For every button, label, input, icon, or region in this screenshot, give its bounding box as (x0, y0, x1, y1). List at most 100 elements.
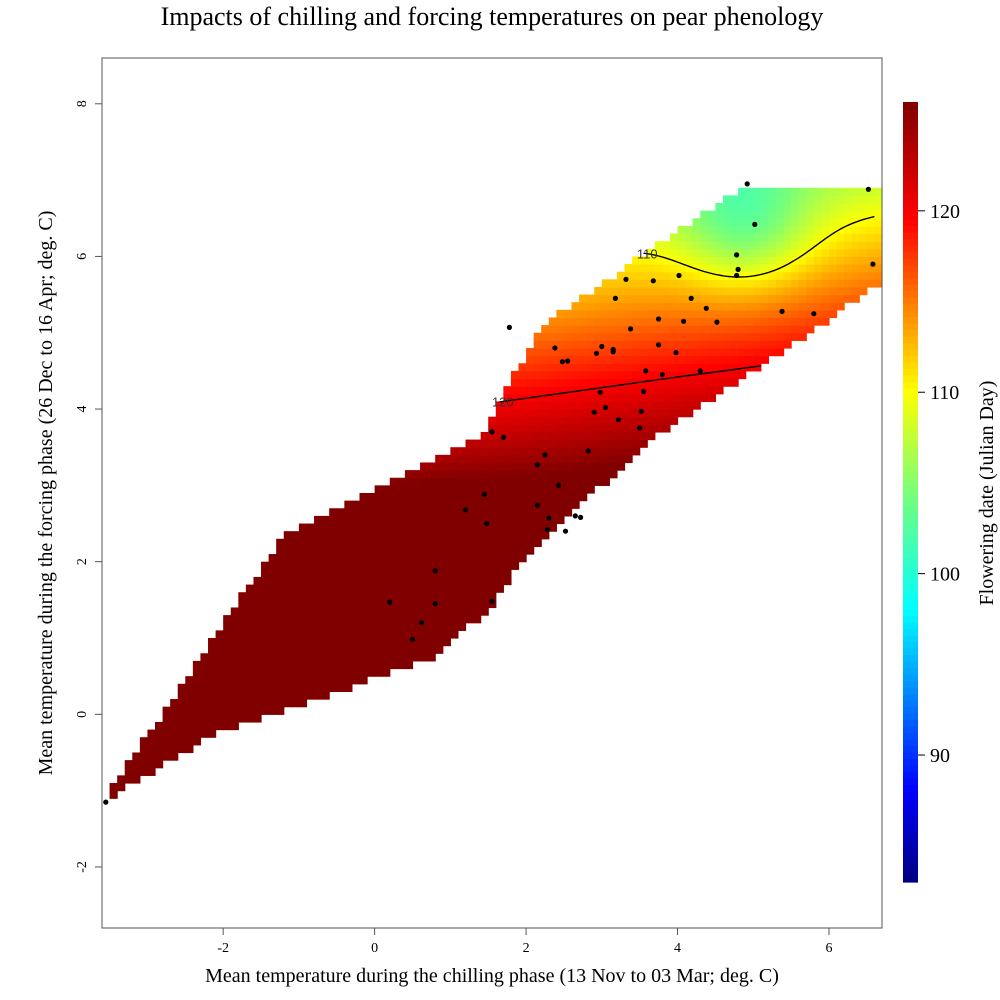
colorbar-segment (903, 330, 918, 337)
colorbar-segment (903, 349, 918, 356)
colorbar-segment (903, 603, 918, 610)
heatmap-cell (147, 768, 155, 776)
heatmap-cell (572, 455, 580, 463)
heatmap-cell (511, 417, 519, 425)
heatmap-cell (723, 218, 731, 226)
heatmap-cell (738, 287, 746, 295)
heatmap-cell (178, 699, 186, 707)
heatmap-cell (511, 516, 519, 524)
heatmap-cell (761, 317, 769, 325)
heatmap-cell (420, 554, 428, 562)
data-point (419, 620, 424, 625)
heatmap-cell (685, 249, 693, 257)
heatmap-cell (261, 707, 269, 715)
heatmap-cell (170, 722, 178, 730)
heatmap-cell (867, 203, 875, 211)
heatmap-cell (170, 737, 178, 745)
heatmap-cell (534, 478, 542, 486)
heatmap-cell (587, 424, 595, 432)
x-tick-label: 2 (523, 941, 530, 956)
heatmap-cell (768, 226, 776, 234)
heatmap-cell (238, 676, 246, 684)
data-point (714, 320, 719, 325)
heatmap-cell (746, 348, 754, 356)
colorbar-segment (903, 648, 918, 655)
colorbar-segment (903, 850, 918, 857)
heatmap-cell (662, 356, 670, 364)
heatmap-cell (678, 348, 686, 356)
contour-label: 120 (492, 394, 514, 409)
heatmap-cell (511, 554, 519, 562)
heatmap-cell (640, 401, 648, 409)
heatmap-cell (678, 295, 686, 303)
heatmap-cell (238, 684, 246, 692)
heatmap-cell (443, 508, 451, 516)
heatmap-cell (306, 653, 314, 661)
heatmap-cell (466, 615, 474, 623)
heatmap-cell (534, 485, 542, 493)
heatmap-cell (352, 630, 360, 638)
heatmap-cell (322, 585, 330, 593)
heatmap-cell (412, 569, 420, 577)
heatmap-cell (208, 661, 216, 669)
heatmap-cell (572, 379, 580, 387)
heatmap-cell (549, 424, 557, 432)
heatmap-cell (761, 188, 769, 196)
heatmap-cell (458, 455, 466, 463)
heatmap-cell (420, 585, 428, 593)
heatmap-cell (246, 638, 254, 646)
data-point (482, 492, 487, 497)
heatmap-cell (511, 493, 519, 501)
data-point (637, 426, 642, 431)
heatmap-cell (746, 241, 754, 249)
heatmap-cell (329, 546, 337, 554)
heatmap-cell (170, 699, 178, 707)
heatmap-cell (738, 317, 746, 325)
heatmap-cell (125, 760, 133, 768)
heatmap-cell (776, 249, 784, 257)
heatmap-cell (511, 508, 519, 516)
heatmap-cell (662, 279, 670, 287)
heatmap-cell (246, 699, 254, 707)
heatmap-cell (511, 539, 519, 547)
heatmap-cell (412, 607, 420, 615)
heatmap-cell (481, 440, 489, 448)
heatmap-cell (185, 714, 193, 722)
heatmap-cell (458, 623, 466, 631)
colorbar-segment (903, 733, 918, 740)
heatmap-cell (269, 630, 277, 638)
heatmap-cell (405, 653, 413, 661)
heatmap-cell (450, 546, 458, 554)
heatmap-cell (640, 340, 648, 348)
heatmap-cell (609, 310, 617, 318)
heatmap-cell (556, 348, 564, 356)
heatmap-cell (534, 470, 542, 478)
heatmap-cell (397, 569, 405, 577)
heatmap-cell (511, 424, 519, 432)
heatmap-cell (685, 348, 693, 356)
heatmap-cell (375, 577, 383, 585)
heatmap-cell (609, 386, 617, 394)
data-point (639, 409, 644, 414)
heatmap-cell (859, 211, 867, 219)
heatmap-cell (602, 302, 610, 310)
heatmap-cell (375, 615, 383, 623)
heatmap-cell (450, 524, 458, 532)
heatmap-cell (367, 646, 375, 654)
heatmap-cell (723, 264, 731, 272)
heatmap-cell (359, 661, 367, 669)
colorbar-segment (903, 596, 918, 603)
heatmap-cell (382, 516, 390, 524)
colorbar-segment (903, 284, 918, 291)
heatmap-cell (738, 188, 746, 196)
heatmap-cell (549, 417, 557, 425)
colorbar-segment (903, 122, 918, 129)
heatmap-cell (791, 333, 799, 341)
heatmap-cell (473, 470, 481, 478)
heatmap-cell (322, 630, 330, 638)
heatmap-cell (844, 234, 852, 242)
heatmap-cell (382, 623, 390, 631)
heatmap-cell (200, 691, 208, 699)
heatmap-cell (344, 569, 352, 577)
heatmap-cell (291, 531, 299, 539)
